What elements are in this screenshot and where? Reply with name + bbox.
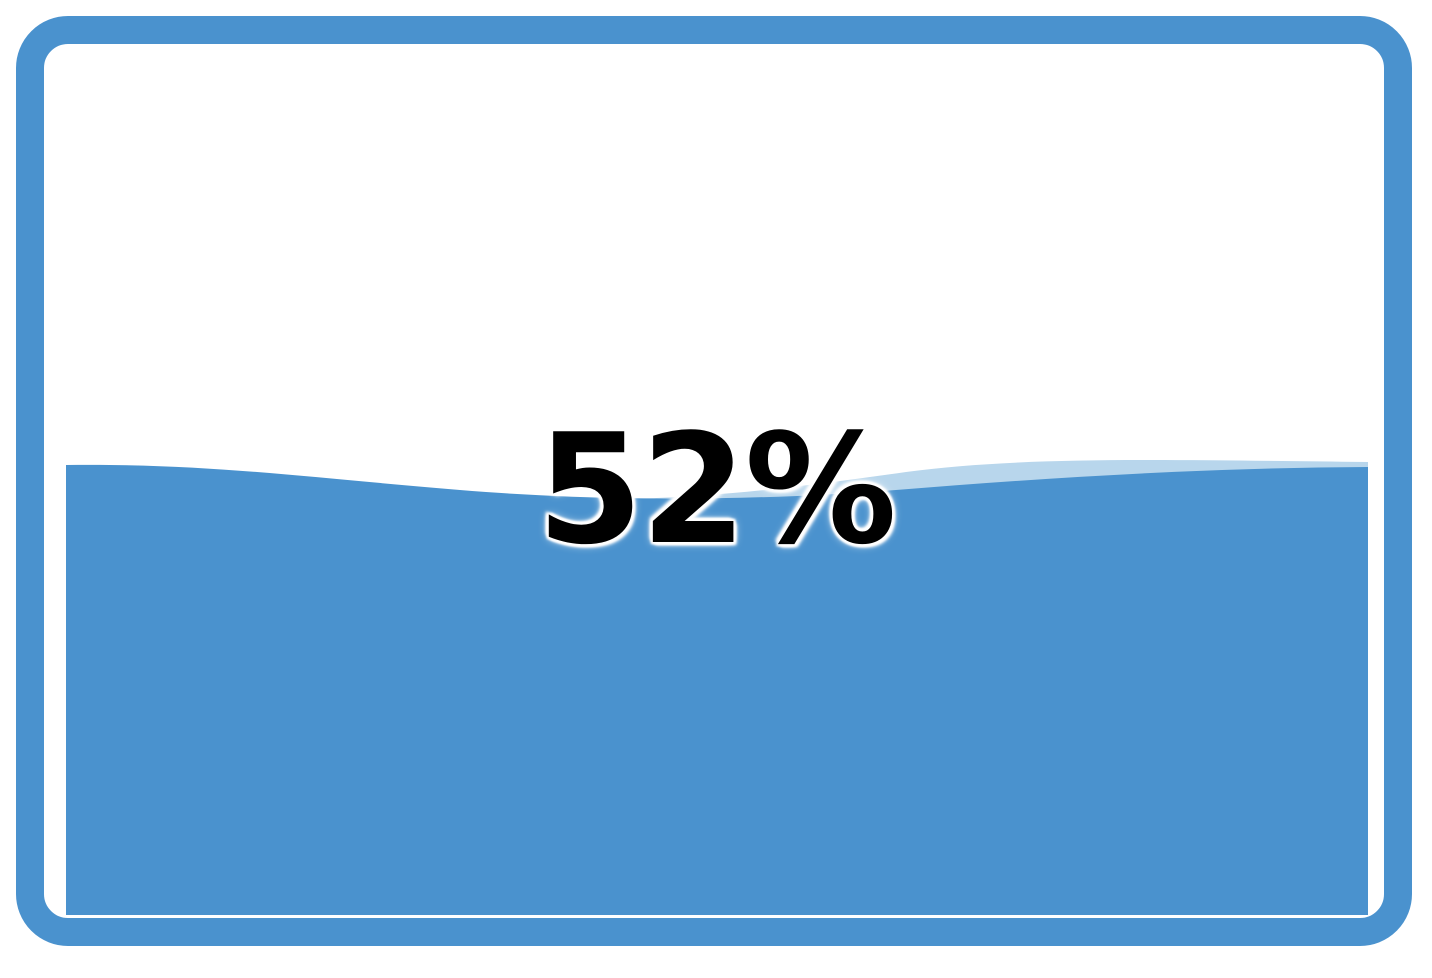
wave-front-path bbox=[66, 464, 1368, 915]
water-wave-graphic bbox=[66, 460, 1368, 915]
gauge-water-container bbox=[66, 64, 1368, 915]
gauge-frame-border bbox=[16, 16, 1412, 946]
